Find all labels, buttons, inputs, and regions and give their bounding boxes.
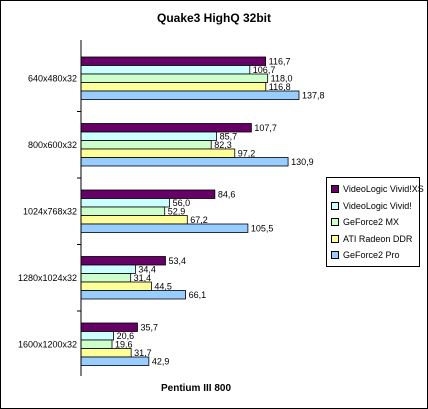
data-label: 66,1 xyxy=(189,290,207,300)
data-label: 116,7 xyxy=(269,57,291,67)
legend-item: GeForce2 Pro xyxy=(331,247,415,264)
bar xyxy=(80,189,216,199)
legend-label: ATI Radeon DDR xyxy=(343,233,413,244)
data-label: 34,4 xyxy=(138,265,156,275)
data-label: 116,8 xyxy=(269,82,291,92)
bar xyxy=(80,148,236,158)
bar xyxy=(80,90,300,100)
data-label: 137,8 xyxy=(302,91,325,101)
data-label: 118,0 xyxy=(271,74,293,84)
data-label: 20,6 xyxy=(117,331,135,341)
bar xyxy=(80,356,150,366)
data-label: 105,5 xyxy=(251,224,274,234)
bar xyxy=(80,264,136,274)
legend-label: VideoLogic Vivid! xyxy=(343,200,412,211)
legend-swatch xyxy=(331,251,339,260)
bar xyxy=(80,131,217,141)
data-label: 82,3 xyxy=(214,140,232,150)
bar xyxy=(80,157,289,167)
bar xyxy=(80,339,113,349)
legend-swatch xyxy=(331,185,339,194)
bar xyxy=(80,290,186,300)
legend-item: VideoLogic Vivid! xyxy=(331,198,415,215)
bar xyxy=(80,140,212,150)
legend-swatch xyxy=(331,218,339,227)
data-label: 85,7 xyxy=(220,132,238,142)
data-label: 19,6 xyxy=(115,340,133,350)
data-label: 31,4 xyxy=(134,273,152,283)
data-label: 44,5 xyxy=(154,282,172,292)
bar xyxy=(80,198,170,208)
category-label: 1024x768x32 xyxy=(23,206,77,216)
data-label: 67,2 xyxy=(190,215,208,225)
data-label: 52,9 xyxy=(168,207,186,217)
bar xyxy=(80,56,267,66)
legend-swatch xyxy=(331,201,339,210)
legend-label: GeForce2 Pro xyxy=(343,250,400,261)
legend-label: VideoLogic Vivid!XS xyxy=(343,184,424,195)
legend-swatch xyxy=(331,234,339,243)
data-label: 130,9 xyxy=(291,157,314,167)
data-label: 56,0 xyxy=(173,198,191,208)
data-label: 106,7 xyxy=(253,65,276,75)
data-label: 35,7 xyxy=(140,323,158,333)
bar xyxy=(80,348,132,358)
category-label: 640x480x32 xyxy=(28,73,77,83)
bar xyxy=(80,82,267,92)
data-label: 107,7 xyxy=(254,123,277,133)
legend-label: GeForce2 MX xyxy=(343,217,400,228)
data-label: 31,7 xyxy=(134,348,152,358)
category-label: 1600x1200x32 xyxy=(18,339,77,349)
data-label: 84,6 xyxy=(218,190,236,200)
bar xyxy=(80,331,114,341)
x-axis-label: Pentium III 800 xyxy=(160,383,232,394)
legend-item: ATI Radeon DDR xyxy=(331,231,415,248)
bar xyxy=(80,223,249,233)
category-label: 800x600x32 xyxy=(28,140,77,150)
bar xyxy=(80,65,251,75)
legend-item: GeForce2 MX xyxy=(331,214,415,231)
chart-title: Quake3 HighQ 32bit xyxy=(156,11,272,25)
data-label: 97,2 xyxy=(238,149,256,159)
data-label: 42,9 xyxy=(152,357,170,367)
bar xyxy=(80,206,166,216)
legend-item: VideoLogic Vivid!XS xyxy=(331,181,424,198)
bar xyxy=(80,273,132,283)
bar xyxy=(80,215,188,225)
bar xyxy=(80,73,269,83)
legend: VideoLogic Vivid!XS VideoLogic Vivid! GeFo… xyxy=(326,177,424,267)
data-label: 53,4 xyxy=(168,256,186,266)
bar xyxy=(80,281,152,291)
category-label: 1280x1024x32 xyxy=(18,273,77,283)
